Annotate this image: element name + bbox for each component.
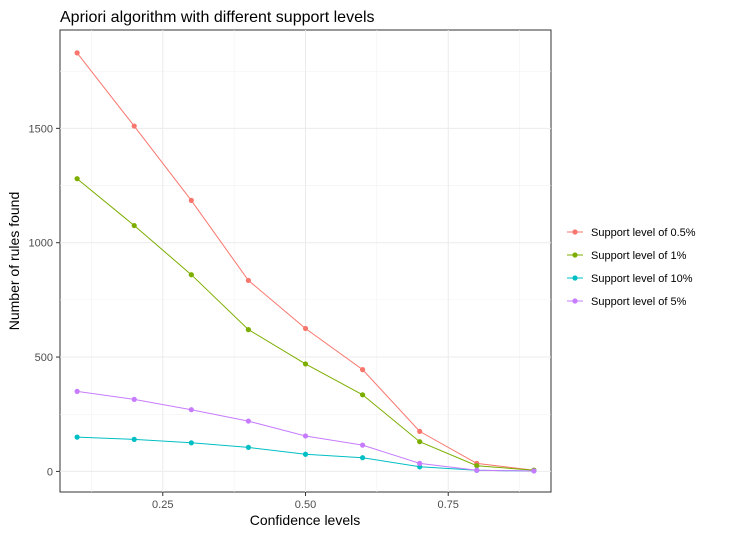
data-point [245, 444, 252, 451]
y-tick-label: 1500 [29, 123, 53, 135]
legend-label: Support level of 1% [591, 250, 687, 262]
data-point [417, 428, 423, 434]
data-point [359, 442, 366, 448]
data-point [302, 361, 309, 367]
chart-title: Apriori algorithm with different support… [60, 9, 375, 26]
data-point [245, 418, 252, 424]
x-axis: 0.25 0.50 0.75 [152, 492, 459, 511]
x-tick-label: 0.25 [152, 499, 173, 511]
legend-label: Support level of 0.5% [591, 227, 696, 239]
legend-key-point [572, 275, 578, 281]
data-point [74, 176, 80, 182]
data-point [417, 460, 423, 467]
legend-key-point [572, 229, 578, 235]
x-tick-label: 0.50 [295, 499, 316, 511]
y-tick-label: 500 [35, 352, 53, 364]
data-point [131, 436, 137, 442]
data-point [359, 455, 366, 461]
data-point [245, 327, 252, 333]
y-axis-title: Number of rules found [6, 192, 22, 331]
x-tick-label: 0.75 [438, 499, 459, 511]
data-point [302, 451, 309, 457]
data-point [359, 367, 366, 373]
data-point [531, 468, 537, 474]
data-point [74, 434, 80, 440]
y-tick-label: 0 [47, 466, 53, 478]
y-axis: 0 500 1000 1500 [29, 123, 60, 478]
legend-label: Support level of 5% [591, 296, 687, 308]
data-point [474, 467, 480, 473]
data-point [131, 222, 137, 229]
gridlines [60, 30, 551, 492]
data-point [359, 392, 366, 398]
data-point [245, 277, 252, 284]
data-point [74, 388, 80, 394]
series-points [74, 50, 537, 474]
data-point [188, 197, 194, 203]
data-point [188, 407, 194, 413]
legend-label: Support level of 10% [591, 273, 693, 285]
data-point [302, 433, 309, 439]
data-point [417, 439, 423, 445]
data-point [474, 463, 480, 469]
data-point [131, 396, 137, 402]
y-tick-label: 1000 [29, 238, 53, 250]
data-point [74, 50, 80, 56]
x-axis-title: Confidence levels [250, 512, 361, 528]
legend-key-point [572, 298, 578, 304]
legend-key-point [572, 252, 578, 258]
data-point [188, 272, 194, 278]
data-point [302, 325, 309, 332]
data-point [131, 123, 137, 129]
legend: Support level of 0.5% Support level of 1%… [567, 227, 696, 308]
data-point [188, 440, 194, 446]
